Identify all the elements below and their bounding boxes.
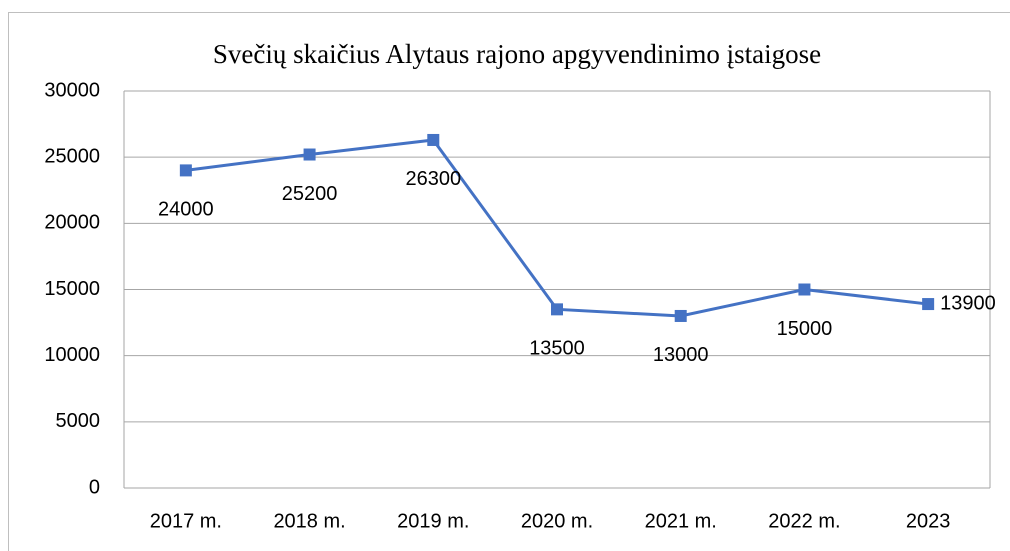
y-tick-label: 15000 bbox=[44, 278, 100, 300]
x-tick-label: 2023 bbox=[906, 510, 951, 532]
chart-title: Svečių skaičius Alytaus rajono apgyvendi… bbox=[213, 39, 821, 69]
x-tick-label: 2022 m. bbox=[768, 510, 840, 532]
marker bbox=[427, 133, 440, 146]
marker bbox=[798, 283, 811, 296]
y-tick-label: 10000 bbox=[44, 344, 100, 366]
data-label: 13500 bbox=[529, 338, 585, 360]
data-label: 15000 bbox=[777, 318, 833, 340]
data-label: 25200 bbox=[282, 183, 338, 205]
data-label: 26300 bbox=[405, 168, 461, 190]
marker bbox=[551, 303, 563, 316]
y-tick-label: 0 bbox=[89, 476, 100, 498]
marker bbox=[303, 148, 316, 161]
data-label: 13900 bbox=[940, 292, 996, 314]
marker bbox=[179, 164, 192, 177]
marker bbox=[674, 309, 687, 322]
data-label: 24000 bbox=[158, 199, 214, 221]
x-tick-label: 2019 m. bbox=[397, 510, 469, 532]
y-tick-label: 30000 bbox=[44, 79, 100, 101]
marker bbox=[922, 298, 935, 311]
x-tick-label: 2021 m. bbox=[645, 510, 717, 532]
x-tick-label: 2017 m. bbox=[150, 510, 222, 532]
y-tick-label: 25000 bbox=[44, 145, 100, 167]
y-tick-label: 5000 bbox=[56, 410, 101, 432]
data-label: 13000 bbox=[653, 344, 709, 366]
x-tick-label: 2018 m. bbox=[273, 510, 345, 532]
x-tick-label: 2020 m. bbox=[521, 510, 593, 532]
chart-border bbox=[8, 12, 1010, 551]
y-tick-label: 20000 bbox=[44, 212, 100, 234]
